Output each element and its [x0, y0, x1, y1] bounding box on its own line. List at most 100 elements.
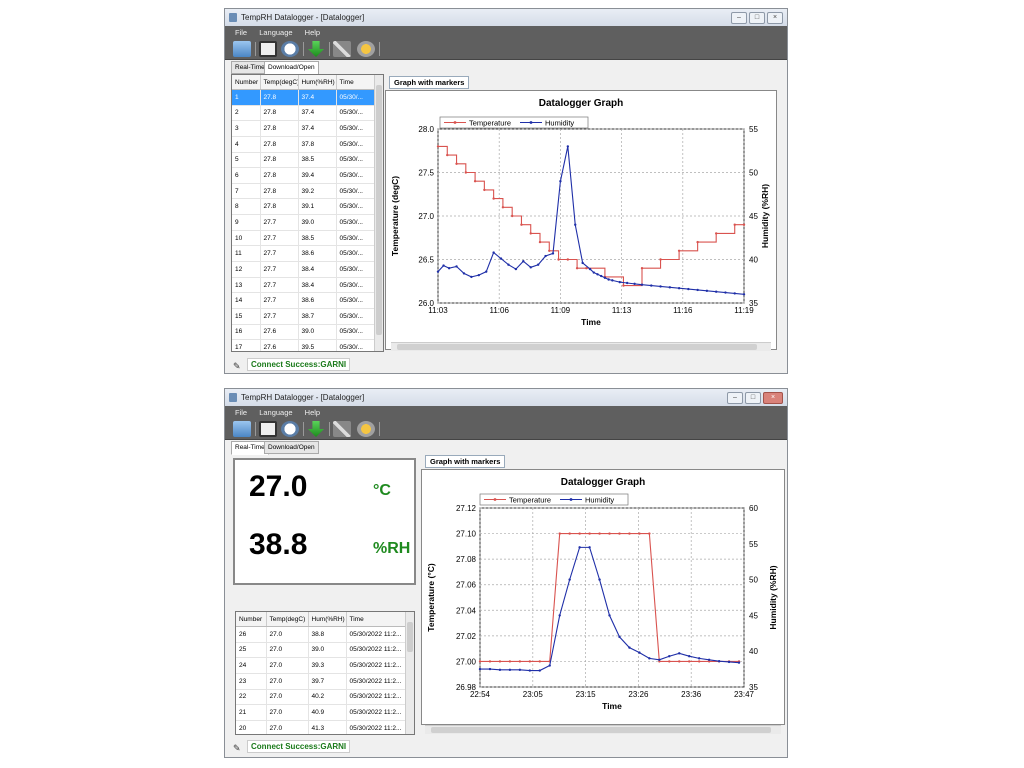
humidity-data-point: [588, 267, 592, 271]
table-row[interactable]: 1 27.8 37.4 05/30/...: [232, 89, 383, 106]
table-row[interactable]: 22 27.0 40.2 05/30/2022 11:2...: [236, 689, 414, 706]
graph-tab[interactable]: Graph with markers: [389, 76, 470, 89]
table-row[interactable]: 16 27.6 39.0 05/30/...: [232, 324, 383, 341]
table-row[interactable]: 23 27.0 39.7 05/30/2022 11:2...: [236, 673, 414, 690]
table-row[interactable]: 10 27.7 38.5 05/30/...: [232, 230, 383, 247]
menu-file[interactable]: File: [235, 408, 248, 417]
menu-help[interactable]: Help: [304, 408, 321, 417]
clock-icon[interactable]: [281, 421, 299, 437]
y2-tick-label: 35: [749, 299, 758, 308]
tab-download-open[interactable]: Download/Open: [264, 61, 319, 75]
maximize-button[interactable]: □: [745, 392, 761, 404]
cell-number: 20: [236, 720, 267, 734]
temperature-data-point: [558, 532, 561, 535]
table-row[interactable]: 6 27.8 39.4 05/30/...: [232, 167, 383, 184]
humidity-data-point: [607, 278, 610, 281]
tab-download-open[interactable]: Download/Open: [264, 441, 319, 454]
open-folder-icon[interactable]: [233, 421, 251, 437]
legend-marker-temperature: [453, 121, 457, 124]
table-row[interactable]: 15 27.7 38.7 05/30/...: [232, 308, 383, 325]
temperature-data-point: [483, 188, 486, 192]
table-row[interactable]: 7 27.8 39.2 05/30/...: [232, 183, 383, 200]
legend-box: [479, 493, 629, 506]
table-row[interactable]: 13 27.7 38.4 05/30/...: [232, 277, 383, 294]
open-folder-icon[interactable]: [233, 41, 251, 57]
x-tick-label: 23:47: [734, 690, 755, 699]
col-header-number[interactable]: Number: [236, 612, 267, 627]
humidity-data-point: [705, 289, 709, 293]
download-icon[interactable]: [307, 421, 325, 437]
cell-temp: 27.8: [260, 105, 299, 122]
table-row[interactable]: 24 27.0 39.3 05/30/2022 11:2...: [236, 657, 414, 674]
y-tick-label: 27.08: [456, 555, 477, 564]
legend-label-temperature: Temperature: [469, 119, 511, 128]
table-row[interactable]: 3 27.8 37.4 05/30/...: [232, 120, 383, 137]
table-row[interactable]: 25 27.0 39.0 05/30/2022 11:2...: [236, 642, 414, 659]
table-row[interactable]: 11 27.7 38.6 05/30/...: [232, 245, 383, 263]
realtime-readings-panel: 27.0 °C 38.8 %RH: [233, 458, 416, 585]
table-row[interactable]: 2 27.8 37.4 05/30/...: [232, 105, 383, 122]
table-row[interactable]: 26 27.0 38.8 05/30/2022 11:2...: [236, 626, 414, 643]
tools-icon[interactable]: [333, 41, 351, 57]
col-header-temp[interactable]: Temp(degC): [266, 612, 309, 627]
humidity-data-point: [574, 223, 577, 226]
download-icon[interactable]: [307, 41, 325, 57]
menu-bar: File Language Help: [225, 406, 787, 419]
table-row[interactable]: 12 27.7 38.4 05/30/...: [232, 261, 383, 278]
table-row[interactable]: 5 27.8 38.5 05/30/...: [232, 152, 383, 169]
table-row[interactable]: 4 27.8 37.8 05/30/...: [232, 136, 383, 153]
humidity-data-point: [687, 287, 690, 291]
col-header-hum[interactable]: Hum(%RH): [308, 612, 347, 627]
humidity-data-point: [492, 251, 495, 254]
menu-file[interactable]: File: [235, 28, 248, 37]
graph-hscrollbar[interactable]: [425, 725, 781, 734]
x-axis-label: Time: [581, 317, 601, 327]
humidity-data-point: [478, 667, 482, 671]
cell-temp: 27.7: [260, 277, 299, 294]
table-row[interactable]: 14 27.7 38.6 05/30/...: [232, 292, 383, 309]
settings-icon[interactable]: [357, 41, 375, 57]
cell-hum: 38.4: [298, 261, 337, 278]
title-bar: TempRH Datalogger - [Datalogger] – □ ×: [225, 9, 787, 26]
humidity-unit: %RH: [373, 540, 411, 557]
graph-tab[interactable]: Graph with markers: [425, 455, 506, 468]
humidity-data-point: [625, 281, 629, 285]
col-header-temp[interactable]: Temp(degC): [260, 75, 299, 90]
clock-icon[interactable]: [281, 41, 299, 57]
table-row[interactable]: 21 27.0 40.9 05/30/2022 11:2...: [236, 704, 414, 721]
temperature-data-point: [566, 258, 570, 261]
table-row[interactable]: 9 27.7 39.0 05/30/...: [232, 214, 383, 231]
settings-icon[interactable]: [357, 421, 375, 437]
humidity-data-point: [714, 290, 718, 293]
save-icon[interactable]: [259, 421, 277, 437]
temperature-data-point: [538, 660, 541, 663]
menu-language[interactable]: Language: [259, 28, 293, 37]
col-header-time[interactable]: Time: [336, 75, 383, 90]
menu-language[interactable]: Language: [259, 408, 293, 417]
col-header-hum[interactable]: Hum(%RH): [298, 75, 337, 90]
close-button[interactable]: ×: [767, 12, 783, 24]
table-row[interactable]: 20 27.0 41.3 05/30/2022 11:2...: [236, 720, 414, 734]
graph-hscrollbar[interactable]: [391, 342, 771, 351]
minimize-button[interactable]: –: [727, 392, 743, 404]
table-scrollbar[interactable]: [405, 612, 414, 734]
col-header-number[interactable]: Number: [232, 75, 261, 90]
table-row[interactable]: 17 27.6 39.5 05/30/...: [232, 339, 383, 351]
maximize-button[interactable]: □: [749, 12, 765, 24]
tools-icon[interactable]: [333, 421, 351, 437]
temperature-data-point: [528, 660, 532, 663]
humidity-data-point: [529, 266, 532, 269]
close-button[interactable]: ×: [763, 392, 783, 404]
table-scrollbar[interactable]: [374, 75, 383, 351]
x-tick-label: 23:05: [523, 690, 544, 699]
app-icon: [229, 393, 237, 402]
table-row[interactable]: 8 27.8 39.1 05/30/...: [232, 198, 383, 216]
temperature-data-point: [529, 232, 532, 235]
minimize-button[interactable]: –: [731, 12, 747, 24]
col-header-time[interactable]: Time: [346, 612, 414, 627]
menu-help[interactable]: Help: [304, 28, 321, 37]
save-icon[interactable]: [259, 41, 277, 57]
y-tick-label: 27.06: [456, 581, 477, 590]
cell-hum: 39.0: [298, 324, 337, 341]
y-tick-label: 27.0: [418, 212, 434, 221]
